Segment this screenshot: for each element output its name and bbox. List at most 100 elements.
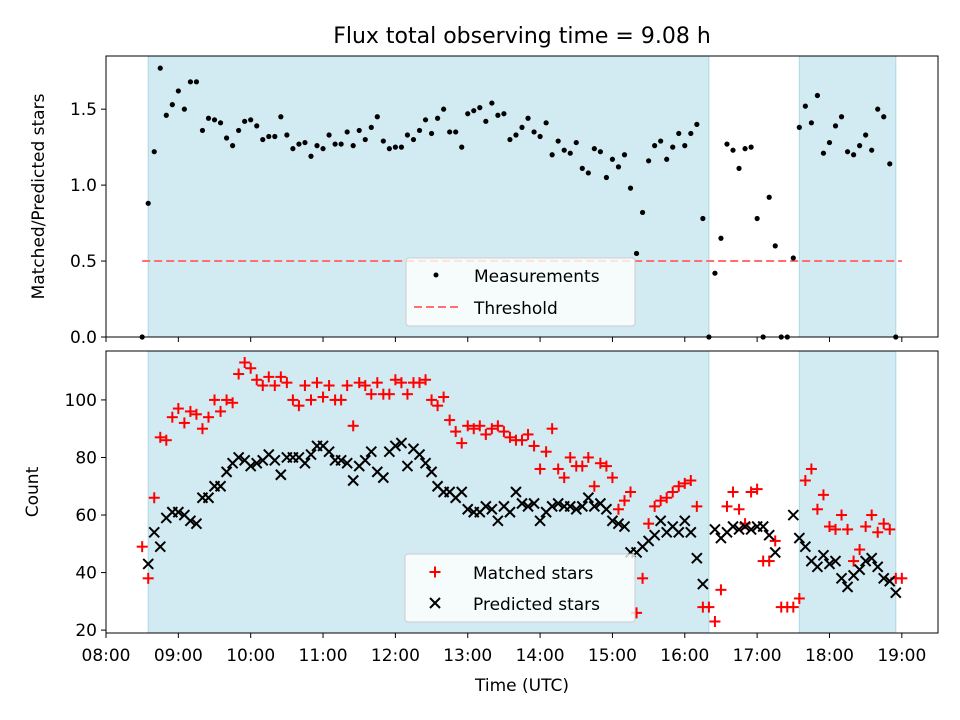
predicted-point-88-b <box>673 526 685 538</box>
matched-point-68 <box>546 423 558 435</box>
predicted-point-79-b <box>618 520 631 533</box>
measurement-point-100 <box>742 146 748 152</box>
predicted-point-67 <box>546 500 558 513</box>
measurement-point-33 <box>338 141 344 147</box>
matched-point-27 <box>299 380 311 392</box>
predicted-point-96 <box>727 520 739 533</box>
measurement-point-66 <box>537 133 543 140</box>
predicted-point-90 <box>685 526 697 538</box>
predicted-point-93-b <box>709 523 721 536</box>
matched-point-44 <box>401 388 413 400</box>
x-tick-label-1: 09:00 <box>154 646 203 666</box>
x-tick-label-11: 19:00 <box>877 646 926 666</box>
predicted-point-57 <box>486 503 498 515</box>
matched-point-94 <box>703 601 715 613</box>
predicted-point-45 <box>413 448 426 461</box>
predicted-point-60-b <box>504 506 516 518</box>
ratio-panel-frame <box>105 55 939 338</box>
matched-point-55 <box>468 423 480 435</box>
predicted-point-101 <box>757 520 769 533</box>
measurement-point-102 <box>754 215 760 222</box>
measurement-point-50 <box>441 106 447 112</box>
predicted-point-41-b <box>389 440 402 452</box>
predicted-point-30-b <box>323 446 335 458</box>
legend-measurement-marker <box>433 272 439 278</box>
legend-threshold-label: Threshold <box>473 299 558 319</box>
predicted-point-32 <box>335 454 347 467</box>
predicted-point-43 <box>401 460 414 472</box>
matched-point-119 <box>854 544 866 556</box>
measurement-point-122 <box>875 106 881 112</box>
matched-point-47 <box>420 374 432 386</box>
predicted-point-5 <box>172 506 185 518</box>
measurement-point-38 <box>368 124 374 130</box>
measurement-point-93 <box>700 215 706 222</box>
matched-point-2 <box>148 492 160 504</box>
predicted-point-48-b <box>431 480 444 492</box>
matched-point-123 <box>878 518 890 530</box>
matched-point-116 <box>836 509 848 521</box>
predicted-point-88 <box>673 526 685 538</box>
measurement-point-91 <box>688 130 694 137</box>
matched-point-42 <box>389 374 401 386</box>
matched-point-39 <box>371 377 383 389</box>
matched-point-10 <box>196 423 208 435</box>
predicted-point-79 <box>618 520 631 533</box>
predicted-point-118-b <box>872 561 884 573</box>
legend-matched-label: Matched stars <box>473 564 593 584</box>
predicted-point-38-b <box>371 466 384 478</box>
measurement-point-114 <box>826 139 833 146</box>
measurement-point-59 <box>495 112 501 118</box>
predicted-point-63-b <box>522 500 534 513</box>
measurement-point-36 <box>356 127 362 134</box>
measurement-point-8 <box>187 79 194 85</box>
predicted-point-15 <box>232 451 245 464</box>
predicted-point-76 <box>600 503 613 515</box>
matched-point-92 <box>691 500 703 512</box>
predicted-point-104 <box>787 509 800 521</box>
matched-stars-points <box>136 357 908 627</box>
ratio-panel-y-ticks: 0.0 0.5 1.0 1.5 <box>70 100 106 348</box>
measurement-point-61 <box>507 136 513 143</box>
measurement-point-87 <box>664 156 670 162</box>
count-shaded-interval-2 <box>798 350 897 634</box>
predicted-point-105-b <box>793 532 806 544</box>
matched-point-20 <box>257 380 269 392</box>
matched-point-34 <box>341 380 353 392</box>
measurement-point-89 <box>676 130 682 137</box>
measurement-point-83 <box>639 209 646 216</box>
matched-point-36 <box>353 377 365 389</box>
matched-point-101 <box>745 486 757 498</box>
x-tick-label-0: 08:00 <box>82 646 131 666</box>
predicted-point-64-b <box>528 497 540 510</box>
predicted-point-61 <box>510 486 522 498</box>
predicted-point-105 <box>793 532 806 544</box>
measurement-point-65 <box>531 129 537 135</box>
measurement-point-105 <box>772 243 778 249</box>
matched-point-71 <box>564 451 576 463</box>
measurement-point-32 <box>332 141 338 147</box>
predicted-point-36-b <box>359 454 371 467</box>
measurement-point-116 <box>838 114 845 120</box>
predicted-point-17-b <box>244 460 257 472</box>
measurement-point-10 <box>199 127 206 134</box>
matched-point-38 <box>365 388 377 400</box>
legend-measurements-label: Measurements <box>474 267 600 287</box>
matched-point-69 <box>552 463 564 475</box>
measurement-point-96 <box>718 235 724 241</box>
predicted-point-104-b <box>787 509 800 521</box>
predicted-point-115-b <box>853 563 866 576</box>
measurement-point-98 <box>730 147 736 153</box>
predicted-point-34-b <box>347 474 359 487</box>
matched-point-114 <box>823 521 835 533</box>
predicted-point-99 <box>745 523 757 536</box>
matched-point-75 <box>588 480 600 492</box>
matched-point-59 <box>492 420 504 432</box>
predicted-point-22-b <box>275 469 287 481</box>
matched-point-0 <box>136 541 148 553</box>
predicted-point-6-b <box>178 509 191 521</box>
matched-point-13 <box>215 405 227 417</box>
measurement-point-108 <box>790 255 796 261</box>
matched-point-7 <box>178 417 190 429</box>
predicted-point-71 <box>570 503 582 515</box>
